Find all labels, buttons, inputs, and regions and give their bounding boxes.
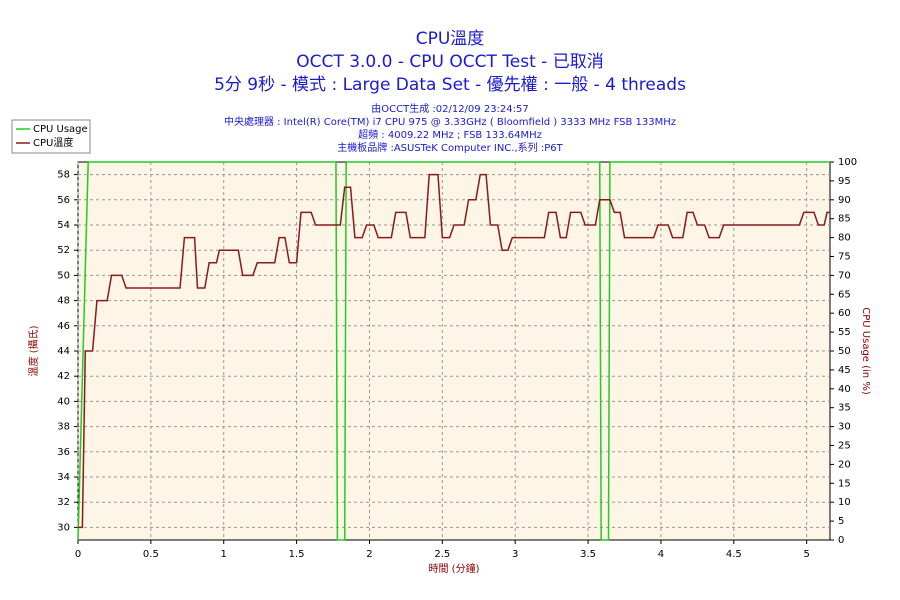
y-tick-label: 58 [57,170,70,181]
y-tick-label: 36 [57,447,70,458]
y2-tick-label: 85 [838,214,851,225]
y2-tick-label: 80 [838,233,851,244]
y2-tick-label: 90 [838,195,851,206]
chart-title: CPU溫度 [416,29,485,49]
x-tick-label: 2.5 [434,549,450,560]
x-tick-label: 5 [803,549,809,560]
y2-tick-label: 0 [838,535,844,546]
x-tick-label: 1 [221,549,227,560]
x-tick-label: 0 [75,549,81,560]
y-tick-label: 34 [57,472,70,483]
y-tick-label: 44 [57,346,70,357]
y2-tick-label: 5 [838,516,844,527]
y2-tick-label: 35 [838,403,851,414]
x-tick-label: 3 [512,549,518,560]
chart-subtitle: 5分 9秒 - 模式 : Large Data Set - 優先權 : 一般 -… [214,75,686,95]
y2-tick-label: 75 [838,252,851,263]
y-tick-label: 40 [57,396,70,407]
y-axis-label: 溫度 (攝氏) [27,325,40,376]
legend-label: CPU Usage [33,124,88,135]
x-tick-label: 4.5 [726,549,742,560]
y-tick-label: 52 [57,245,70,256]
y-tick-label: 30 [57,522,70,533]
y2-tick-label: 65 [838,289,851,300]
x-tick-label: 3.5 [580,549,596,560]
y2-tick-label: 30 [838,422,851,433]
y2-tick-label: 70 [838,270,851,281]
y2-tick-label: 40 [838,384,851,395]
y-tick-label: 56 [57,195,70,206]
chart-subtitle: OCCT 3.0.0 - CPU OCCT Test - 已取消 [296,52,603,72]
legend-label: CPU溫度 [33,136,73,149]
legend [11,119,91,154]
y2-tick-label: 20 [838,459,851,470]
y2-tick-label: 95 [838,176,851,187]
x-axis-label: 時間 (分鐘) [429,562,480,575]
x-tick-label: 4 [658,549,664,560]
y-tick-label: 48 [57,296,70,307]
x-tick-label: 2 [366,549,372,560]
y2-tick-label: 45 [838,365,851,376]
data-line [78,173,830,529]
y-tick-label: 50 [57,270,70,281]
y-tick-label: 42 [57,371,70,382]
info-line: 由OCCT生成 :02/12/09 23:24:57 [371,102,529,115]
y-tick-label: 32 [57,497,70,508]
y2-tick-label: 100 [838,157,857,168]
plot-area [77,161,831,541]
y2-tick-label: 55 [838,327,851,338]
x-tick-label: 0.5 [143,549,159,560]
data-line [77,161,830,541]
y2-tick-label: 25 [838,441,851,452]
y-tick-label: 38 [57,422,70,433]
x-tick-label: 1.5 [289,549,305,560]
info-line: 中央處理器 : Intel(R) Core(TM) i7 CPU 975 @ 3… [224,115,676,128]
y2-tick-label: 50 [838,346,851,357]
y2-axis-label: CPU Usage (in %) [860,307,871,395]
info-line: 主機板品牌 :ASUSTeK Computer INC.,系列 :P6T [337,141,563,154]
y-tick-label: 46 [57,321,70,332]
y2-tick-label: 15 [838,478,851,489]
y2-tick-label: 10 [838,497,851,508]
info-line: 超頻 : 4009.22 MHz ; FSB 133.64MHz [358,128,542,141]
y2-tick-label: 60 [838,308,851,319]
y-tick-label: 54 [57,220,70,231]
